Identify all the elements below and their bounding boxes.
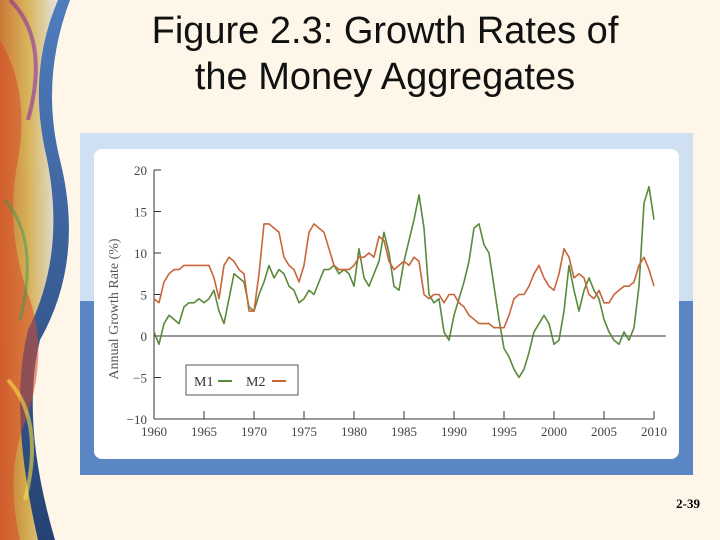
y-tick-label: 15 [134,205,147,220]
x-ticks: 1960 1965 1970 1975 1980 1985 1990 1995 2000 2005… [141,411,667,439]
y-tick-label: −10 [127,412,147,427]
plot-panel [94,149,679,459]
x-tick-label: 1965 [191,424,217,439]
x-tick-label: 1985 [391,424,417,439]
slide-title-line-1: Figure 2.3: Growth Rates of [151,10,619,52]
x-tick-label: 2000 [541,424,567,439]
x-tick-label: 1990 [441,424,467,439]
x-tick-label: 1970 [241,424,267,439]
series-line-m2 [153,223,655,329]
slide-title-line-2: the Money Aggregates [194,56,576,98]
x-tick-label: 1960 [141,424,167,439]
legend-label-m2: M2 [246,375,265,390]
chart-figure: Annual Growth Rate (%) −10 −5 0 5 10 15 20 196… [80,133,693,475]
slide-title: Figure 2.3: Growth Rates of the Money Ag… [60,8,710,100]
y-ticks: −10 −5 0 5 10 15 20 [127,163,161,427]
x-tick-label: 2010 [641,424,667,439]
x-tick-label: 1995 [491,424,517,439]
y-tick-label: 20 [134,163,147,178]
legend-label-m1: M1 [194,375,213,390]
x-tick-label: 2005 [591,424,617,439]
x-tick-label: 1980 [341,424,367,439]
y-axis-label: Annual Growth Rate (%) [107,238,122,379]
y-tick-label: −5 [133,371,147,386]
y-tick-label: 10 [134,246,147,261]
x-tick-label: 1975 [291,424,317,439]
slide-number: 2-39 [676,496,700,511]
legend: M1 M2 [185,364,299,396]
y-tick-label: 5 [141,288,148,303]
y-tick-label: 0 [141,329,148,344]
series-layer [153,185,655,379]
